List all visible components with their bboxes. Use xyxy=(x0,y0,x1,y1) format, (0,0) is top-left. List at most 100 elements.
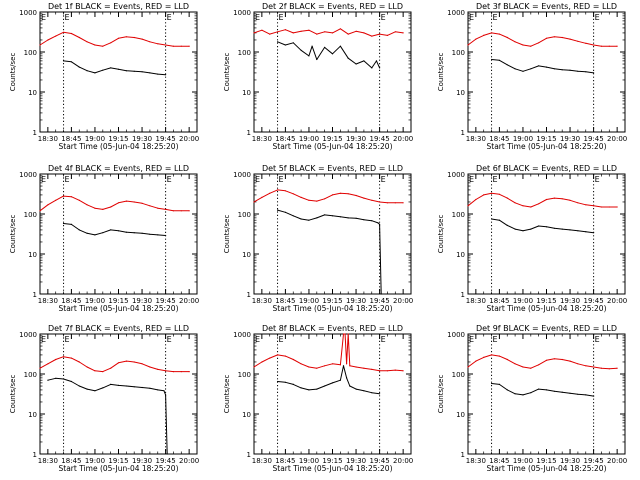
data-point-lld xyxy=(125,36,127,38)
data-point-events xyxy=(522,230,524,232)
x-tick-label: 20:00 xyxy=(393,457,413,465)
data-point-lld xyxy=(62,195,65,197)
data-point-events xyxy=(163,390,165,392)
y-tick-label: 100 xyxy=(24,371,37,379)
x-tick-label: 19:15 xyxy=(536,457,556,465)
chart-panel-2: Det 2f BLACK = Events, RED = LLD 1 10 100 10… xyxy=(223,2,413,151)
x-axis-label: Start Time (05-Jun-04 18:25:20) xyxy=(487,142,607,151)
series-line-lld xyxy=(39,356,190,373)
data-point-events xyxy=(324,385,326,387)
data-point-events xyxy=(522,70,524,72)
data-point-lld xyxy=(94,44,96,46)
data-point-lld xyxy=(553,197,556,199)
data-point-lld xyxy=(600,367,603,369)
x-tick-label: 19:00 xyxy=(299,457,319,465)
x-tick-label: 18:45 xyxy=(275,457,295,465)
data-point-lld xyxy=(530,206,532,208)
data-point-events xyxy=(538,65,540,67)
data-point-lld xyxy=(55,199,57,201)
data-point-lld xyxy=(133,36,135,39)
data-point-lld xyxy=(55,358,57,361)
data-point-lld xyxy=(585,365,587,367)
data-point-events xyxy=(593,395,595,397)
data-point-events xyxy=(545,66,548,68)
data-point-lld xyxy=(561,36,563,39)
y-tick-label: 1 xyxy=(461,451,465,459)
series-line-lld xyxy=(253,333,404,372)
data-point-lld xyxy=(55,35,57,37)
data-point-events xyxy=(346,377,348,379)
event-marker-label: E xyxy=(595,13,600,22)
data-point-lld xyxy=(331,32,334,34)
data-point-events xyxy=(577,393,579,395)
data-point-lld xyxy=(70,32,72,35)
y-tick-label: 1000 xyxy=(447,9,465,17)
data-point-lld xyxy=(117,362,120,364)
data-point-events xyxy=(379,223,381,225)
data-point-events xyxy=(102,69,104,71)
data-point-lld xyxy=(600,206,603,208)
data-point-lld xyxy=(467,44,469,46)
data-point-lld xyxy=(553,358,556,360)
data-point-lld xyxy=(402,370,404,372)
data-point-events xyxy=(141,386,143,389)
series-line-events xyxy=(277,41,381,69)
data-point-events xyxy=(553,68,556,70)
data-point-lld xyxy=(125,360,127,362)
data-point-events xyxy=(94,390,96,392)
data-point-lld xyxy=(379,201,381,203)
x-tick-label: 19:45 xyxy=(584,135,604,143)
x-tick-label: 20:00 xyxy=(607,457,627,465)
x-tick-label: 18:45 xyxy=(61,297,81,305)
event-marker-label: E xyxy=(381,175,386,184)
data-point-lld xyxy=(331,363,334,365)
data-point-lld xyxy=(165,208,167,210)
series-line-events xyxy=(491,218,594,234)
x-tick-label: 18:45 xyxy=(61,135,81,143)
data-point-lld xyxy=(292,358,294,361)
data-point-lld xyxy=(522,366,524,368)
data-point-events xyxy=(316,58,318,61)
data-point-lld xyxy=(102,45,104,47)
data-point-lld xyxy=(593,44,595,46)
x-tick-label: 19:30 xyxy=(560,297,580,305)
event-marker-label: E xyxy=(279,13,284,22)
series-line-events xyxy=(277,209,382,295)
data-point-lld xyxy=(261,29,263,31)
x-tick-label: 19:15 xyxy=(108,135,128,143)
series-line-lld xyxy=(467,354,618,370)
data-point-lld xyxy=(491,32,493,34)
data-point-events xyxy=(498,383,500,385)
data-point-events xyxy=(593,232,595,234)
data-point-lld xyxy=(78,36,80,39)
data-point-events xyxy=(355,217,357,219)
data-point-events xyxy=(522,394,524,396)
y-tick-label: 1 xyxy=(461,129,465,137)
y-tick-label: 10 xyxy=(242,411,251,419)
data-point-events xyxy=(331,215,334,217)
data-point-lld xyxy=(141,202,143,204)
data-point-events xyxy=(47,379,49,381)
x-tick-label: 19:00 xyxy=(299,297,319,305)
data-point-lld xyxy=(308,366,310,368)
data-point-events xyxy=(530,228,532,230)
data-point-lld xyxy=(545,37,548,39)
x-tick-label: 19:15 xyxy=(322,457,342,465)
x-tick-label: 19:00 xyxy=(513,457,533,465)
data-point-lld xyxy=(339,192,341,194)
data-point-events xyxy=(62,378,65,380)
data-point-lld xyxy=(180,371,182,373)
data-point-lld xyxy=(553,36,556,38)
data-point-lld xyxy=(324,198,326,200)
data-point-lld xyxy=(269,192,271,194)
x-tick-label: 18:30 xyxy=(466,135,486,143)
x-tick-label: 19:45 xyxy=(370,297,390,305)
data-point-events xyxy=(355,388,357,390)
data-point-lld xyxy=(475,198,477,201)
y-axis-label: Counts/sec xyxy=(437,53,445,92)
data-point-events xyxy=(545,389,548,391)
event-marker-label: E xyxy=(381,13,386,22)
data-point-lld xyxy=(165,370,167,372)
data-point-events xyxy=(371,67,373,69)
data-point-lld xyxy=(70,357,72,359)
